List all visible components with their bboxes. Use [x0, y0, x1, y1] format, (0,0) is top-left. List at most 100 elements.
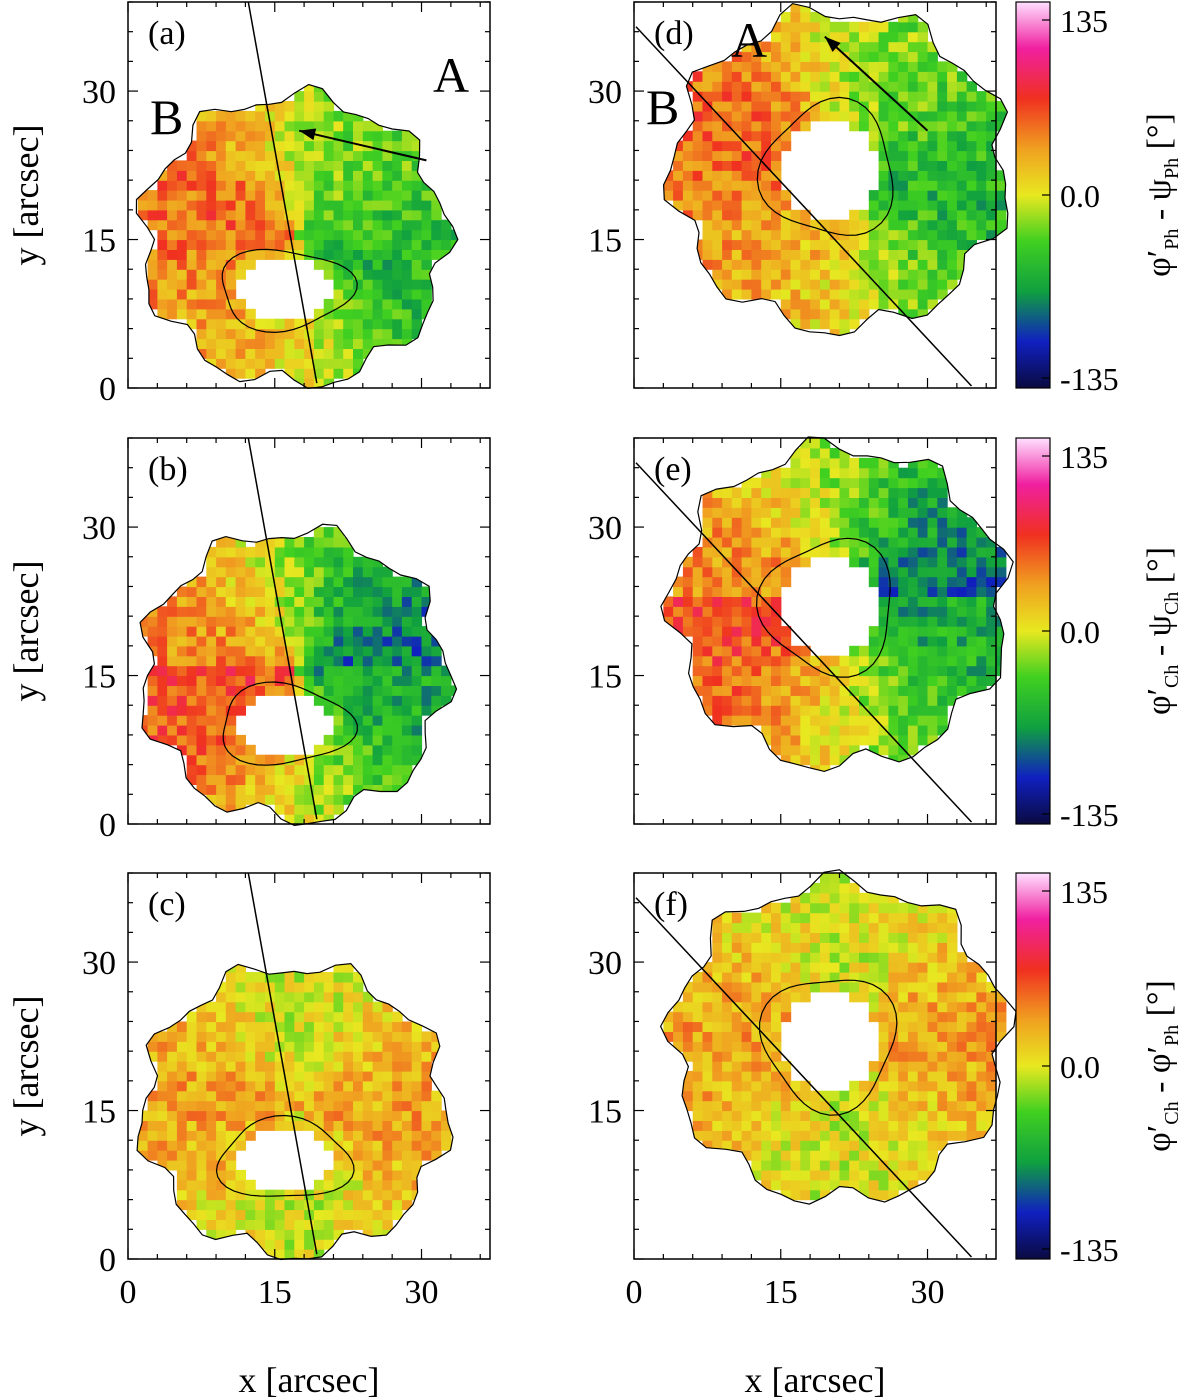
heatmap-cell [731, 586, 743, 597]
heatmap-cell [284, 328, 295, 340]
heatmap-cell [382, 675, 393, 686]
heatmap-cell [917, 556, 929, 568]
heatmap-cell [294, 1001, 305, 1013]
heatmap-cell [343, 991, 354, 1003]
heatmap-cell [392, 635, 403, 647]
heatmap-cell [274, 1051, 286, 1062]
heatmap-cell [401, 1070, 413, 1082]
heatmap-cell [731, 537, 743, 548]
heatmap-cell [196, 705, 207, 716]
heatmap-cell [898, 685, 909, 696]
heatmap-cell [878, 150, 889, 161]
y-tick-label: 15 [82, 223, 116, 260]
heatmap-cell [868, 199, 880, 211]
heatmap-cell [751, 170, 762, 181]
heatmap-cell [819, 744, 831, 756]
heatmap-cell [731, 507, 743, 518]
heatmap-cell [225, 784, 237, 795]
heatmap-cell [917, 1011, 929, 1023]
heatmap-cell [751, 1090, 762, 1102]
heatmap-cell [790, 962, 801, 973]
heatmap-cell [333, 219, 344, 231]
heatmap-cell [313, 794, 325, 805]
heatmap-cell [712, 229, 723, 241]
heatmap-cell [333, 190, 344, 201]
heatmap-cell [741, 715, 752, 726]
heatmap-cell [780, 1070, 792, 1082]
heatmap-cell [937, 991, 948, 1003]
heatmap-cell [751, 259, 762, 270]
heatmap-cell [878, 566, 889, 578]
heatmap-cell [927, 932, 938, 943]
heatmap-cell [927, 41, 938, 53]
heatmap-cell [206, 259, 217, 270]
heatmap-cell [771, 160, 782, 171]
heatmap-cell [839, 259, 850, 270]
heatmap-cell [235, 774, 246, 785]
heatmap-cell [839, 239, 850, 250]
heatmap-cell [682, 1080, 694, 1092]
heatmap-cell [927, 51, 938, 62]
heatmap-cell [682, 616, 694, 627]
heatmap-cell [382, 1130, 393, 1141]
heatmap-cell [196, 199, 207, 211]
heatmap-cell [673, 1041, 684, 1052]
heatmap-cell [196, 1219, 207, 1230]
heatmap-cell [780, 902, 792, 914]
heatmap-cell [956, 1011, 968, 1023]
heatmap-cell [186, 1080, 198, 1092]
heatmap-cell [790, 744, 801, 756]
heatmap-cell [274, 160, 286, 171]
heatmap-cell [421, 1150, 432, 1161]
heatmap-cell [323, 308, 335, 320]
heatmap-cell [274, 972, 286, 983]
heatmap-cell [819, 1130, 831, 1141]
heatmap-cell [401, 249, 413, 260]
heatmap-cell [216, 635, 227, 647]
heatmap-cell [888, 1061, 899, 1072]
heatmap-cell [333, 635, 344, 647]
heatmap-cell [819, 11, 831, 23]
heatmap-cell [284, 348, 295, 359]
heatmap-cell [333, 1001, 344, 1013]
heatmap-cell [800, 1150, 811, 1161]
heatmap-cell [761, 616, 772, 627]
heatmap-cell [859, 110, 870, 122]
heatmap-cell [741, 219, 752, 231]
heatmap-cell [917, 279, 929, 290]
heatmap-cell [431, 675, 442, 686]
heatmap-cell [235, 616, 246, 627]
heatmap-cell [216, 1169, 227, 1181]
heatmap-cell [927, 596, 938, 607]
heatmap-cell [868, 507, 880, 518]
heatmap-cell [431, 685, 442, 696]
heatmap-cell [411, 249, 423, 260]
heatmap-cell [323, 338, 335, 349]
heatmap-cell [907, 140, 919, 152]
heatmap-cell [186, 239, 198, 250]
heatmap-cell [206, 705, 217, 716]
heatmap-cell [245, 794, 256, 805]
heatmap-cell [265, 1080, 276, 1092]
heatmap-cell [294, 1209, 305, 1220]
heatmap-cell [771, 110, 782, 122]
heatmap-cell [392, 249, 403, 260]
heatmap-cell [731, 1021, 743, 1032]
heatmap-cell [343, 1051, 354, 1062]
heatmap-cell [741, 922, 752, 933]
heatmap-cell [216, 754, 227, 766]
heatmap-cell [333, 586, 344, 597]
heatmap-cell [353, 774, 364, 785]
heatmap-cell [927, 665, 938, 677]
heatmap-cell [225, 754, 237, 766]
heatmap-cell [313, 1209, 325, 1220]
heatmap-cell [986, 1021, 997, 1032]
heatmap-cell [956, 507, 968, 518]
heatmap-cell [878, 952, 889, 963]
heatmap-cell [401, 1051, 413, 1062]
heatmap-cell [839, 734, 850, 746]
heatmap-cell [878, 180, 889, 191]
heatmap-cell [712, 566, 723, 578]
heatmap-cell [898, 269, 909, 280]
heatmap-cell [907, 635, 919, 647]
